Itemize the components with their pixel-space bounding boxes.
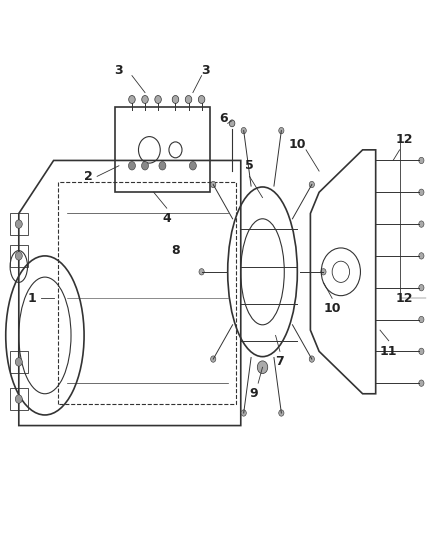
Text: 6: 6 — [219, 111, 228, 125]
Ellipse shape — [419, 189, 424, 196]
Text: 5: 5 — [245, 159, 254, 172]
Ellipse shape — [419, 221, 424, 227]
Circle shape — [257, 361, 268, 374]
Bar — [10, 351, 28, 373]
Text: 3: 3 — [115, 64, 123, 77]
Text: 4: 4 — [162, 212, 171, 225]
Bar — [10, 389, 28, 410]
Ellipse shape — [419, 285, 424, 291]
Ellipse shape — [198, 95, 205, 103]
Text: 3: 3 — [201, 64, 210, 77]
Ellipse shape — [211, 181, 216, 188]
Ellipse shape — [309, 181, 314, 188]
Circle shape — [128, 161, 135, 170]
Ellipse shape — [419, 317, 424, 322]
Circle shape — [15, 252, 22, 260]
Circle shape — [189, 161, 196, 170]
Ellipse shape — [419, 380, 424, 386]
Bar — [10, 245, 28, 266]
Ellipse shape — [172, 95, 179, 103]
Ellipse shape — [155, 95, 161, 103]
Text: 9: 9 — [250, 387, 258, 400]
Circle shape — [159, 161, 166, 170]
Ellipse shape — [185, 95, 192, 103]
Text: 12: 12 — [395, 133, 413, 146]
Ellipse shape — [211, 356, 216, 362]
Ellipse shape — [419, 157, 424, 164]
Ellipse shape — [241, 127, 246, 134]
Ellipse shape — [241, 410, 246, 416]
Circle shape — [15, 395, 22, 403]
Circle shape — [141, 161, 148, 170]
Bar — [10, 214, 28, 235]
Text: 10: 10 — [323, 302, 341, 316]
Ellipse shape — [142, 95, 148, 103]
Text: 10: 10 — [289, 138, 306, 151]
Text: 1: 1 — [28, 292, 36, 305]
Text: 11: 11 — [380, 345, 398, 358]
Text: 12: 12 — [395, 292, 413, 305]
Circle shape — [15, 220, 22, 228]
Ellipse shape — [199, 269, 204, 275]
Ellipse shape — [129, 95, 135, 103]
Circle shape — [15, 358, 22, 366]
Ellipse shape — [279, 127, 284, 134]
Ellipse shape — [419, 348, 424, 354]
Ellipse shape — [419, 253, 424, 259]
Text: 2: 2 — [84, 170, 93, 183]
Text: 7: 7 — [276, 356, 284, 368]
Ellipse shape — [321, 269, 326, 275]
Ellipse shape — [279, 410, 284, 416]
Text: 8: 8 — [171, 244, 180, 257]
Ellipse shape — [229, 120, 235, 127]
Ellipse shape — [309, 356, 314, 362]
